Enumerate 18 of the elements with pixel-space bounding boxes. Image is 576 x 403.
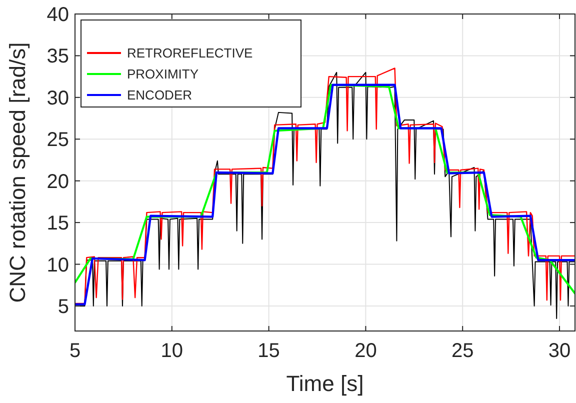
legend-label: ENCODER: [127, 88, 192, 103]
y-tick-label: 30: [46, 87, 69, 110]
y-tick-label: 20: [46, 170, 69, 193]
x-tick-label: 25: [451, 340, 474, 362]
x-axis-title: Time [s]: [286, 371, 364, 396]
x-tick-label: 20: [354, 340, 377, 362]
y-axis-title: CNC rotation speed [rad/s]: [5, 42, 30, 303]
x-tick-label: 30: [548, 340, 571, 362]
legend-label: RETROREFLECTIVE: [127, 46, 254, 61]
y-tick-label: 40: [46, 4, 69, 26]
y-tick-label: 10: [46, 254, 69, 276]
y-tick-label: 25: [46, 129, 69, 152]
x-tick-label: 15: [258, 340, 280, 362]
y-tick-label: 35: [46, 46, 69, 68]
y-tick-label: 15: [46, 212, 69, 235]
x-tick-label: 10: [160, 340, 184, 362]
legend-label: PROXIMITY: [127, 66, 199, 82]
y-tick-label: 5: [58, 296, 69, 318]
